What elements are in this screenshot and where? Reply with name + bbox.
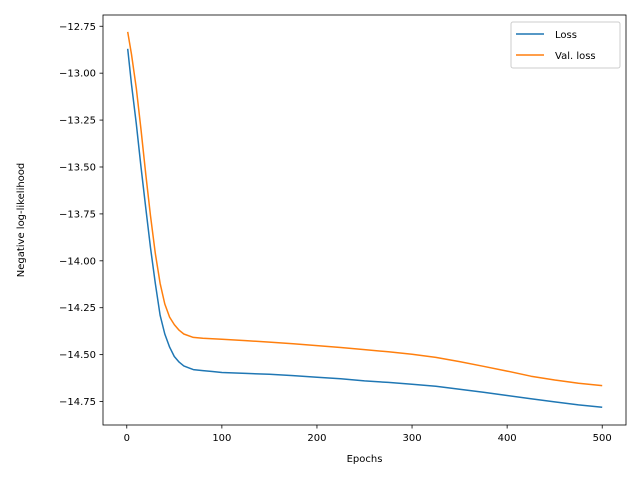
y-tick-label: −14.25	[59, 303, 96, 314]
x-axis-ticks: 0 100 200 300 400 500	[124, 425, 612, 444]
x-axis-label: Epochs	[347, 454, 383, 465]
legend: Loss Val. loss	[510, 21, 621, 69]
series-line-val-loss	[126, 31, 603, 387]
series-line-loss	[126, 48, 603, 408]
x-tick-label: 200	[307, 433, 326, 444]
y-tick-label: −13.25	[59, 116, 96, 127]
y-tick-label: −14.00	[59, 256, 96, 267]
y-axis-ticks: −12.75 −13.00 −13.25 −13.50 −13.75 −14.00 −14.…	[59, 22, 103, 408]
y-tick-label: −14.75	[59, 397, 96, 408]
axes-frame	[102, 14, 627, 426]
y-tick-label: −14.50	[59, 350, 96, 361]
x-tick-label: 0	[124, 433, 130, 444]
series-layer	[126, 31, 603, 408]
legend-label-loss: Loss	[555, 30, 577, 41]
y-tick-label: −12.75	[59, 22, 96, 33]
y-tick-label: −13.75	[59, 209, 96, 220]
legend-label-val-loss: Val. loss	[555, 51, 596, 62]
x-tick-label: 400	[498, 433, 517, 444]
y-tick-label: −13.00	[59, 69, 96, 80]
x-tick-label: 100	[212, 433, 231, 444]
y-axis-label: Negative log-likelihood	[16, 163, 27, 278]
y-tick-label: −13.50	[59, 162, 96, 173]
x-tick-label: 300	[402, 433, 421, 444]
x-tick-label: 500	[593, 433, 612, 444]
